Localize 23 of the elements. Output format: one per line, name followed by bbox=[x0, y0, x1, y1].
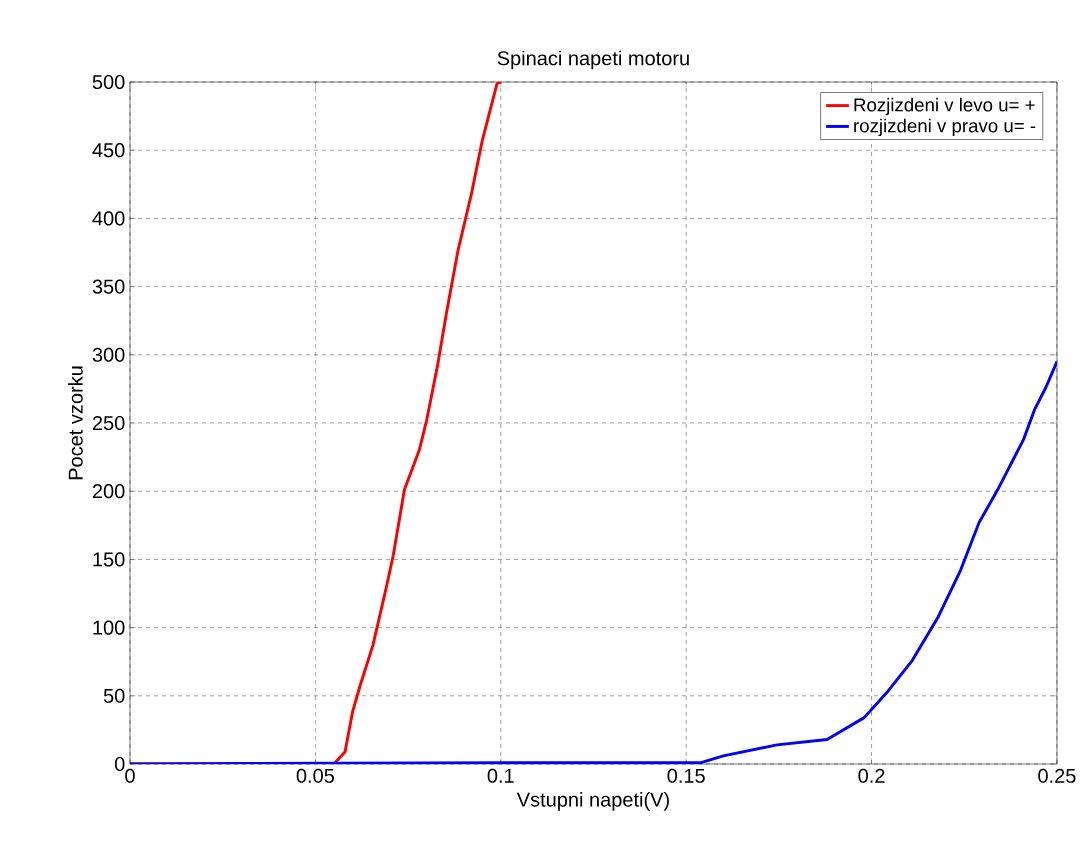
x-tick-label: 0 bbox=[125, 768, 135, 783]
y-tick-label: 150 bbox=[93, 552, 125, 567]
y-tick-label: 500 bbox=[92, 74, 125, 90]
chart-title: Spinaci napeti motoru bbox=[497, 50, 689, 70]
y-tick-label: 100 bbox=[93, 620, 125, 635]
x-tick-label: 0.05 bbox=[296, 768, 335, 783]
legend-label: Rozjizdeni v levo u= + bbox=[854, 97, 1035, 116]
x-tick-label: 0.2 bbox=[858, 768, 885, 783]
line-series bbox=[130, 360, 1057, 764]
y-axis-title: Pocet vzorku bbox=[68, 366, 83, 480]
y-tick-label: 450 bbox=[92, 143, 125, 158]
legend-label: rozjizdeni v pravo u= - bbox=[854, 118, 1036, 137]
x-tick-label: 0.25 bbox=[1038, 768, 1076, 783]
y-tick-label: 200 bbox=[92, 484, 125, 499]
x-tick-label: 0.1 bbox=[487, 768, 514, 783]
x-axis-title: Vstupni napeti(V) bbox=[516, 792, 669, 811]
y-tick-label: 250 bbox=[92, 415, 125, 431]
y-tick-label: 50 bbox=[103, 688, 125, 703]
y-tick-label: 400 bbox=[92, 211, 125, 226]
y-tick-label: 350 bbox=[92, 279, 125, 294]
y-tick-label: 0 bbox=[114, 756, 125, 772]
y-tick-label: 300 bbox=[92, 347, 125, 362]
x-tick-label: 0.15 bbox=[667, 768, 705, 783]
